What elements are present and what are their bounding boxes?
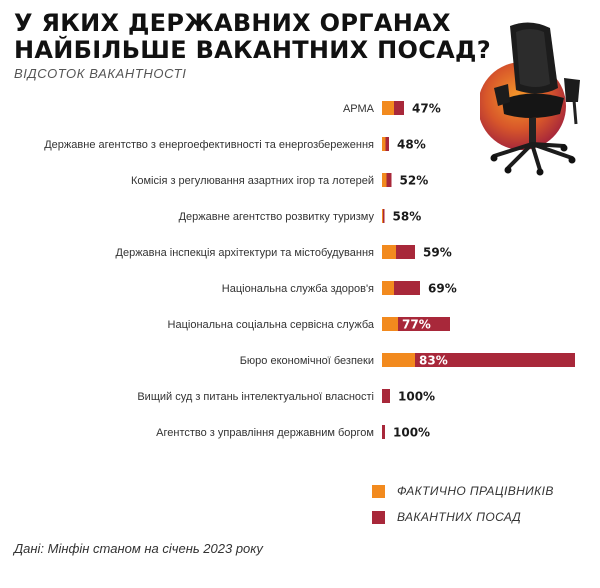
vacancy-label: 100% — [393, 426, 430, 440]
category-label: Державне агентство розвитку туризму — [179, 211, 375, 223]
bar-actual — [382, 137, 386, 151]
bar-actual — [382, 101, 394, 115]
bar-vacant — [382, 425, 385, 439]
bar-actual — [382, 281, 394, 295]
category-label: Державна інспекція архітектури та містоб… — [116, 247, 375, 259]
bar-actual — [382, 317, 398, 331]
office-chair-icon — [480, 22, 580, 176]
vacancy-label: 69% — [428, 282, 457, 296]
category-label: Національна служба здоров'я — [222, 283, 374, 295]
bar-vacant — [382, 389, 390, 403]
bar-vacant — [383, 209, 385, 223]
stacked-bar-chart: АРМА 47% Державне агентство з енергоефекти… — [44, 101, 575, 440]
category-label: Бюро економічної безпеки — [240, 355, 374, 367]
bar-vacant — [396, 245, 415, 259]
bar-actual — [382, 173, 387, 187]
bar-actual — [382, 245, 396, 259]
legend-label-actual: ФАКТИЧНО ПРАЦІВНИКІВ — [397, 484, 554, 498]
bar-actual — [382, 353, 415, 367]
bar-vacant — [398, 317, 450, 331]
vacancy-label: 52% — [400, 174, 429, 188]
vacancy-label: 83% — [419, 354, 448, 368]
chart-legend: ФАКТИЧНО ПРАЦІВНИКІВ ВАКАНТНИХ ПОСАД — [372, 482, 554, 534]
legend-swatch-actual — [372, 484, 385, 498]
vacancy-label: 48% — [397, 138, 426, 152]
chart-title-line-1: У ЯКИХ ДЕРЖАВНИХ ОРГАНАХ — [14, 9, 451, 37]
category-label: Вищий суд з питань інтелектуальної власн… — [137, 391, 374, 403]
category-label: АРМА — [343, 103, 375, 115]
chart-title: У ЯКИХ ДЕРЖАВНИХ ОРГАНАХ НАЙБІЛЬШЕ ВАКАН… — [14, 10, 491, 64]
category-label: Національна соціальна сервісна служба — [168, 319, 375, 331]
category-label: Комісія з регулювання азартних ігор та л… — [131, 175, 374, 187]
bar-vacant — [394, 101, 404, 115]
chart-subtitle: ВІДСОТОК ВАКАНТНОСТІ — [14, 66, 187, 81]
bar-vacant — [394, 281, 420, 295]
legend-label-vacant: ВАКАНТНИХ ПОСАД — [397, 510, 522, 524]
data-source-note: Дані: Мінфін станом на січень 2023 року — [14, 541, 263, 556]
category-label: Державне агентство з енергоефективності … — [44, 139, 374, 151]
vacancy-label: 77% — [402, 318, 431, 332]
vacancy-label: 59% — [423, 246, 452, 260]
vacancy-label: 58% — [393, 210, 422, 224]
bar-vacant — [415, 353, 575, 367]
bar-vacant — [385, 137, 389, 151]
chart-title-line-2: НАЙБІЛЬШЕ ВАКАНТНИХ ПОСАД? — [14, 36, 491, 64]
bar-vacant — [386, 173, 392, 187]
category-label: Агентство з управління державним боргом — [156, 427, 374, 439]
vacancy-label: 100% — [398, 390, 435, 404]
bar-actual — [382, 209, 383, 223]
vacancy-label: 47% — [412, 102, 441, 116]
legend-item-vacant: ВАКАНТНИХ ПОСАД — [372, 508, 554, 526]
legend-item-actual: ФАКТИЧНО ПРАЦІВНИКІВ — [372, 482, 554, 500]
legend-swatch-vacant — [372, 510, 385, 524]
